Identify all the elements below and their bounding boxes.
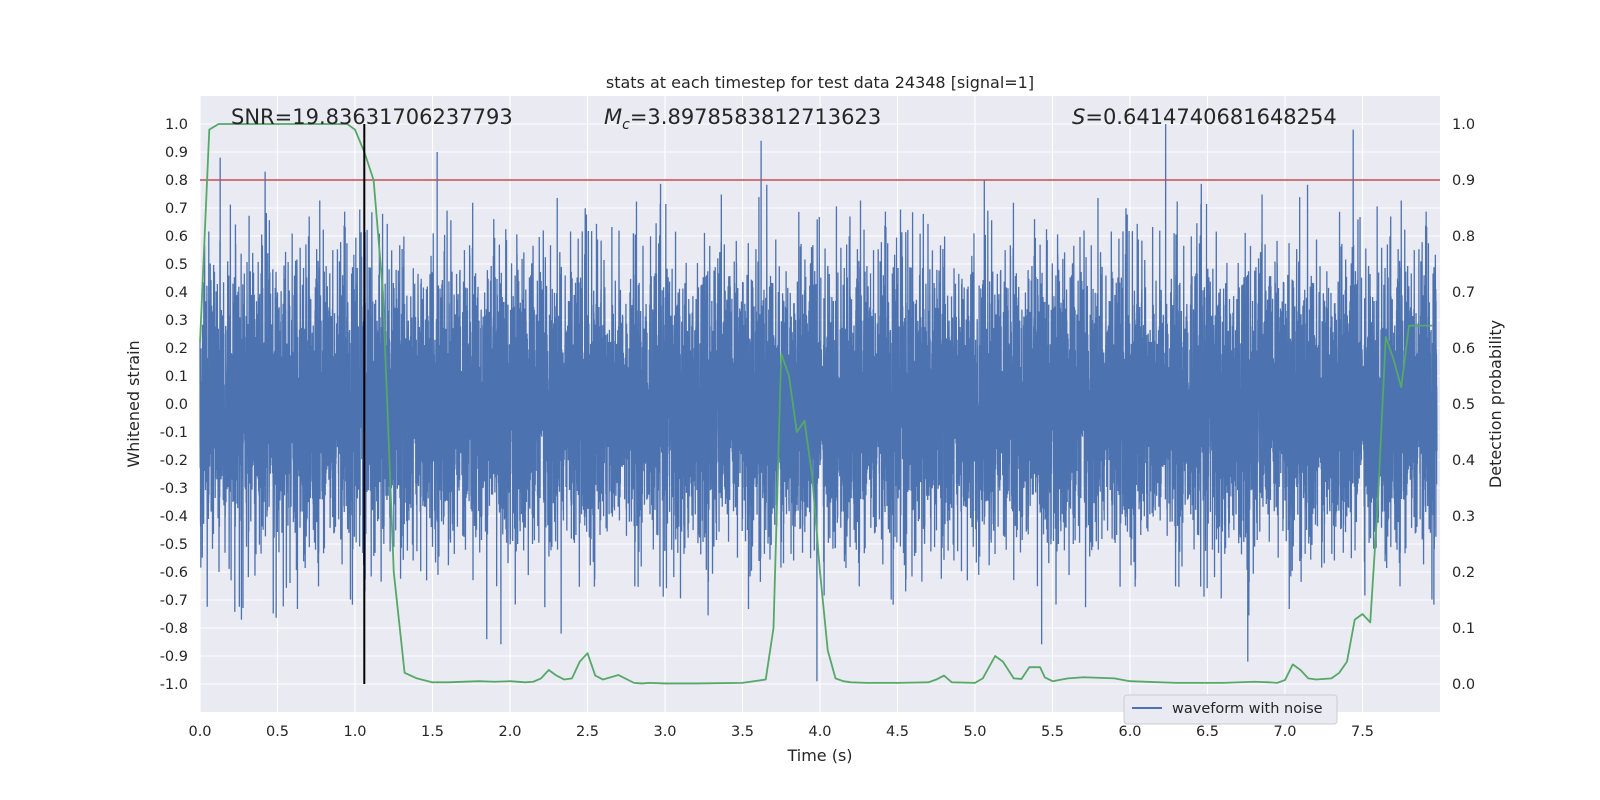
- y-right-tick-label: 0.3: [1452, 509, 1475, 525]
- y-left-tick-label: 0.0: [165, 397, 188, 413]
- chirp-mass-annotation: Mc=3.8978583812713623: [604, 105, 881, 133]
- y-right-tick-label: 0.8: [1452, 229, 1475, 245]
- y-right-tick-label: 0.0: [1452, 677, 1475, 693]
- detection-probability-line: [199, 123, 1433, 685]
- x-tick-label: 7.5: [1351, 724, 1374, 740]
- y-left-tick-label: 0.7: [165, 201, 188, 217]
- legend-label: waveform with noise: [1172, 701, 1323, 717]
- x-tick-label: 4.5: [886, 724, 909, 740]
- x-tick-label: 5.0: [963, 724, 986, 740]
- y-left-tick-label: 0.3: [165, 313, 188, 329]
- y-right-tick-label: 0.7: [1452, 285, 1475, 301]
- y-left-tick-label: -0.4: [160, 509, 188, 525]
- y-left-tick-label: 0.4: [165, 285, 188, 301]
- y-left-tick-label: -0.2: [160, 453, 188, 469]
- legend-box: [1123, 694, 1338, 725]
- y-right-tick-label: 0.6: [1452, 341, 1475, 357]
- x-axis-ticks: 0.0 0.5 1.0 1.5 2.0 2.5 3.0 3.5 4.0 4.5 5.0 5.5 6.0 6…: [188, 724, 1374, 740]
- y-left-tick-label: -0.8: [160, 621, 188, 637]
- x-tick-label: 1.0: [343, 724, 366, 740]
- y-left-tick-label: 0.8: [165, 173, 188, 189]
- y-left-axis-label: Whitened strain: [124, 340, 143, 467]
- x-tick-label: 7.0: [1273, 724, 1296, 740]
- waveform-line: [199, 123, 1438, 682]
- snr-annotation: SNR=19.83631706237793: [231, 105, 513, 129]
- y-left-tick-label: -0.3: [160, 481, 188, 497]
- y-right-tick-label: 0.4: [1452, 453, 1475, 469]
- chart-title: stats at each timestep for test data 243…: [606, 73, 1034, 92]
- y-left-tick-label: 0.6: [165, 229, 188, 245]
- x-tick-label: 6.0: [1118, 724, 1141, 740]
- legend: waveform with noise: [1123, 694, 1338, 725]
- x-axis-label: Time (s): [786, 746, 852, 765]
- y-left-tick-label: -1.0: [160, 677, 188, 693]
- x-tick-label: 1.5: [421, 724, 444, 740]
- y-left-tick-label: -0.5: [160, 537, 188, 553]
- y-left-tick-label: -0.9: [160, 649, 188, 665]
- waveform-series: [199, 123, 1438, 682]
- y-right-axis-label: Detection probability: [1486, 320, 1505, 488]
- y-right-tick-label: 1.0: [1452, 117, 1475, 133]
- y-left-tick-label: 0.1: [165, 369, 188, 385]
- y-left-tick-label: 1.0: [165, 117, 188, 133]
- y-right-axis-ticks: 1.0 0.9 0.8 0.7 0.6 0.5 0.4 0.3 0.2 0.1 0.0: [1452, 117, 1475, 693]
- y-right-tick-label: 0.2: [1452, 565, 1475, 581]
- x-tick-label: 2.5: [576, 724, 599, 740]
- x-tick-label: 4.0: [808, 724, 831, 740]
- x-tick-label: 2.0: [498, 724, 521, 740]
- score-annotation: S=0.6414740681648254: [1072, 105, 1337, 129]
- y-left-tick-label: -0.7: [160, 593, 188, 609]
- y-left-axis-ticks: 1.0 0.9 0.8 0.7 0.6 0.5 0.4 0.3 0.2 0.1 0.0 -0.1 -0.…: [160, 117, 188, 693]
- y-right-tick-label: 0.1: [1452, 621, 1475, 637]
- x-tick-label: 0.0: [188, 724, 211, 740]
- y-left-tick-label: 0.9: [165, 145, 188, 161]
- x-tick-label: 6.5: [1196, 724, 1219, 740]
- x-tick-label: 5.5: [1041, 724, 1064, 740]
- y-right-tick-label: 0.5: [1452, 397, 1475, 413]
- y-left-tick-label: -0.6: [160, 565, 188, 581]
- x-tick-label: 3.5: [731, 724, 754, 740]
- y-left-tick-label: 0.5: [165, 257, 188, 273]
- x-tick-label: 3.0: [653, 724, 676, 740]
- y-left-tick-label: -0.1: [160, 425, 188, 441]
- y-left-tick-label: 0.2: [165, 341, 188, 357]
- y-right-tick-label: 0.9: [1452, 173, 1475, 189]
- x-tick-label: 0.5: [266, 724, 289, 740]
